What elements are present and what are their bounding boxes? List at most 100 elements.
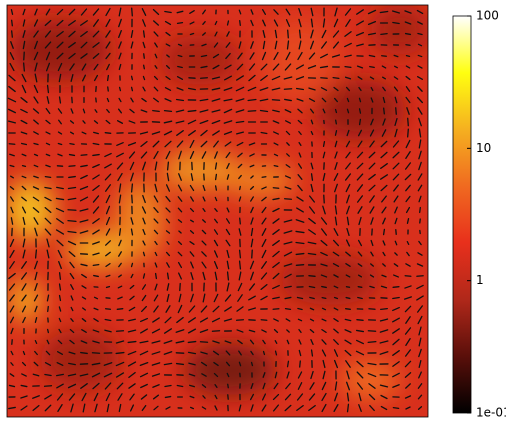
vector-arrow <box>60 284 61 290</box>
vector-arrow <box>393 287 399 288</box>
vector-arrow <box>368 342 376 343</box>
vector-arrow <box>405 276 411 277</box>
vector-arrow <box>132 76 133 79</box>
vector-arrow <box>68 221 76 222</box>
vector-arrow <box>336 120 337 124</box>
vector-arrow <box>288 30 289 38</box>
vector-arrow <box>228 21 229 25</box>
vector-arrow <box>94 276 99 277</box>
heatmap-patch <box>225 162 295 198</box>
vector-arrow <box>132 263 133 266</box>
vector-arrow <box>132 87 133 90</box>
vector-arrow <box>285 199 292 200</box>
vector-arrow <box>23 166 26 167</box>
vector-arrow <box>240 250 241 258</box>
heatmap-patch <box>280 255 380 305</box>
vector-arrow <box>36 250 37 258</box>
vector-arrow <box>120 87 121 90</box>
colorbar-tick-label: 1 <box>476 273 484 287</box>
heatmap-patch <box>185 345 275 395</box>
vector-arrow <box>396 108 397 114</box>
vector-arrow <box>240 186 241 189</box>
vector-arrow <box>240 261 241 269</box>
vector-arrow <box>144 31 145 37</box>
vector-arrow <box>240 218 241 224</box>
vector-arrow <box>105 133 110 134</box>
vector-arrow <box>357 320 363 321</box>
vector-arrow <box>177 386 182 387</box>
vector-arrow <box>285 309 290 310</box>
vector-arrow <box>156 273 157 278</box>
vector-arrow <box>369 309 375 310</box>
vector-arrow <box>168 273 169 279</box>
vector-arrow <box>381 34 387 35</box>
vector-arrow <box>360 109 361 113</box>
vector-arrow <box>168 162 169 170</box>
vector-arrow <box>346 309 351 310</box>
vector-arrow <box>190 34 193 35</box>
vector-arrow <box>69 166 75 167</box>
vector-arrow <box>201 78 208 79</box>
vector-arrow <box>24 63 25 71</box>
vector-arrow <box>408 118 409 125</box>
vector-arrow <box>382 56 387 57</box>
colorbar-tick-label: 1e-01 <box>476 406 506 420</box>
vector-arrow <box>312 174 313 180</box>
heatmap-patch <box>115 180 165 260</box>
vector-arrow <box>216 186 217 190</box>
heatmap <box>5 5 430 417</box>
vector-arrow <box>116 353 124 354</box>
vector-arrow <box>153 111 159 112</box>
vector-arrow <box>178 23 183 24</box>
vector-arrow <box>9 144 15 145</box>
vector-arrow <box>358 298 362 299</box>
vector-arrow <box>370 67 374 68</box>
vector-arrow <box>178 56 182 57</box>
vector-arrow <box>117 309 122 310</box>
vector-arrow <box>348 404 349 411</box>
vector-arrow <box>12 31 13 37</box>
vector-arrow <box>276 351 277 355</box>
vector-arrow <box>93 155 99 156</box>
vector-arrow <box>360 119 361 124</box>
vector-arrow <box>216 174 217 179</box>
vector-arrow <box>406 34 411 35</box>
vector-arrow <box>144 54 145 59</box>
vector-arrow <box>408 129 409 137</box>
vector-arrow <box>393 408 398 409</box>
vector-arrow <box>45 177 50 178</box>
vector-arrow <box>312 350 313 356</box>
vector-arrow <box>336 109 337 112</box>
vector-arrow <box>48 307 49 312</box>
vector-arrow <box>240 21 241 26</box>
vector-arrow <box>346 298 350 299</box>
colorbar-tick-label: 100 <box>476 9 499 23</box>
vector-arrow <box>69 177 76 178</box>
vector-arrow <box>12 20 13 26</box>
figure: 1001011e-01 <box>0 0 506 423</box>
vector-arrow <box>60 273 61 280</box>
vector-arrow <box>106 309 111 310</box>
vector-arrow <box>358 287 362 288</box>
vector-arrow <box>128 342 136 343</box>
vector-arrow <box>264 352 265 355</box>
vector-arrow <box>384 229 385 234</box>
vector-arrow <box>262 177 266 178</box>
vector-arrow <box>252 362 253 365</box>
vector-arrow <box>108 87 109 91</box>
vector-arrow <box>288 361 289 366</box>
vector-arrow <box>188 342 195 343</box>
vector-arrow <box>346 287 349 288</box>
vector-arrow <box>381 309 388 310</box>
vector-arrow <box>300 361 301 367</box>
vector-arrow <box>144 65 145 69</box>
vector-arrow <box>60 97 61 103</box>
vector-arrow <box>188 111 196 112</box>
vector-arrow <box>296 254 304 255</box>
vector-arrow <box>105 320 111 321</box>
vector-arrow <box>132 184 133 192</box>
heatmap-patch <box>40 330 120 390</box>
vector-arrow <box>200 342 207 343</box>
vector-arrow <box>165 111 172 112</box>
vector-arrow <box>324 142 325 147</box>
